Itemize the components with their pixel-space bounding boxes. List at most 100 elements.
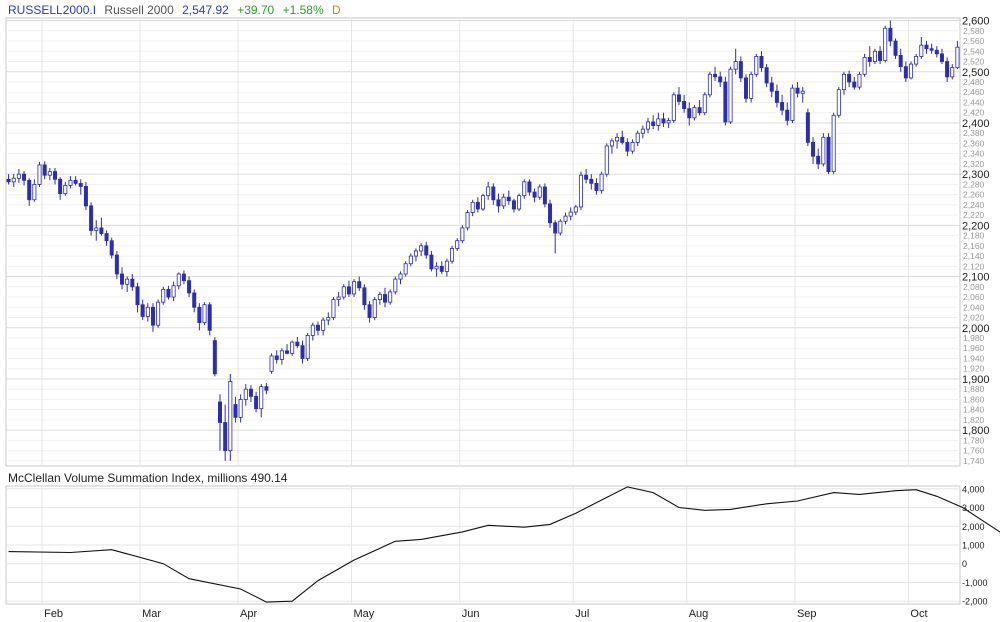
candle-body — [248, 388, 253, 397]
candle-body — [630, 142, 635, 152]
candle-body — [362, 287, 367, 306]
candle-body — [640, 128, 645, 134]
candle-body — [383, 294, 388, 303]
candle-body — [929, 48, 934, 51]
candle-body — [89, 205, 94, 231]
candle-body — [83, 186, 88, 207]
x-tick-label: Jun — [462, 608, 480, 620]
candle-body — [841, 73, 846, 91]
x-tick-label: Sep — [797, 608, 817, 620]
candle-body — [434, 265, 439, 270]
candle-body — [780, 102, 785, 111]
candle-body — [279, 350, 284, 360]
candle-body — [759, 56, 764, 69]
candle-body — [419, 245, 424, 252]
price-tick-label-minor: 1,820 — [963, 415, 985, 425]
price-tick-label-minor: 2,160 — [963, 241, 985, 251]
price-tick-label: 1,900 — [962, 374, 990, 386]
candle-body — [816, 155, 821, 165]
candle-body — [413, 250, 418, 257]
price-tick-label-minor: 2,440 — [963, 97, 985, 107]
candle-body — [707, 73, 712, 96]
price-tick-label-minor: 2,240 — [963, 200, 985, 210]
candle-body — [357, 281, 362, 289]
symbol-label[interactable]: RUSSELL2000.I — [8, 3, 97, 17]
candle-body — [934, 49, 939, 55]
candle-body — [728, 68, 733, 123]
indicator-tick-label: 3,000 — [962, 503, 985, 513]
candle-body — [651, 121, 656, 126]
candle-body — [914, 56, 919, 65]
price-tick-label-minor: 2,080 — [963, 282, 985, 292]
candle-body — [578, 174, 583, 208]
price-tick-label-minor: 1,840 — [963, 405, 985, 415]
price-tick-label-minor: 2,420 — [963, 108, 985, 118]
candle-body — [78, 182, 83, 187]
price-panel — [5, 17, 961, 467]
candle-body — [58, 178, 63, 195]
indicator-line — [8, 486, 1000, 603]
candle-body — [295, 341, 300, 347]
candle-body — [161, 288, 166, 303]
price-change-pct: +1.58% — [282, 3, 324, 17]
candle-body — [156, 301, 161, 326]
period-indicator[interactable]: D — [331, 3, 341, 17]
candle-body — [310, 324, 315, 336]
candle-body — [212, 340, 217, 375]
x-tick-label: Mar — [142, 608, 161, 620]
candle-body — [372, 299, 377, 318]
candle-body — [114, 254, 119, 275]
candle-body — [671, 94, 676, 121]
candle-body — [42, 164, 47, 176]
indicator-tick-label: -2,000 — [962, 597, 988, 607]
price-tick-label-minor: 1,760 — [963, 446, 985, 456]
candle-body — [264, 386, 269, 391]
price-tick-label-minor: 2,260 — [963, 190, 985, 200]
candle-body — [676, 94, 681, 102]
candle-body — [542, 186, 547, 205]
candle-body — [37, 164, 42, 185]
price-tick-label: 1,800 — [962, 425, 990, 437]
candle-body — [743, 77, 748, 99]
price-tick-label-minor: 2,060 — [963, 292, 985, 302]
price-tick-label: 2,200 — [962, 220, 990, 232]
candle-body — [687, 108, 692, 119]
indicator-tick-label: -1,000 — [962, 578, 988, 588]
candle-body — [821, 136, 826, 165]
candle-body — [125, 278, 130, 285]
candle-body — [661, 118, 666, 124]
candle-body — [852, 81, 857, 88]
indicator-tick-label: 4,000 — [962, 484, 985, 494]
candle-body — [388, 291, 393, 303]
price-tick-label-minor: 2,340 — [963, 149, 985, 159]
candle-body — [439, 265, 444, 272]
candle-body — [450, 247, 455, 262]
candle-body — [145, 306, 150, 317]
candle-body — [872, 50, 877, 62]
candle-body — [718, 76, 723, 83]
candle-body — [109, 240, 114, 256]
candle-body — [847, 73, 852, 83]
candle-body — [754, 56, 759, 75]
candle-body — [785, 109, 790, 121]
quote-header: RUSSELL2000.I Russell 2000 2,547.92 +39.… — [8, 3, 346, 17]
candle-body — [517, 195, 522, 210]
candle-body — [749, 73, 754, 99]
candle-body — [790, 87, 795, 121]
candles-group — [6, 20, 960, 461]
price-tick-label: 2,600 — [962, 16, 990, 28]
x-tick-label: Apr — [240, 608, 257, 620]
indicator-last: 490.14 — [250, 471, 288, 485]
candle-body — [898, 54, 903, 68]
price-tick-label-minor: 2,120 — [963, 261, 985, 271]
candle-body — [867, 57, 872, 62]
candle-body — [181, 273, 186, 282]
candle-body — [11, 177, 16, 183]
candle-body — [408, 255, 413, 265]
candle-body — [615, 136, 620, 142]
candle-body — [903, 66, 908, 79]
price-tick-label-minor: 2,560 — [963, 36, 985, 46]
candle-body — [243, 388, 248, 400]
